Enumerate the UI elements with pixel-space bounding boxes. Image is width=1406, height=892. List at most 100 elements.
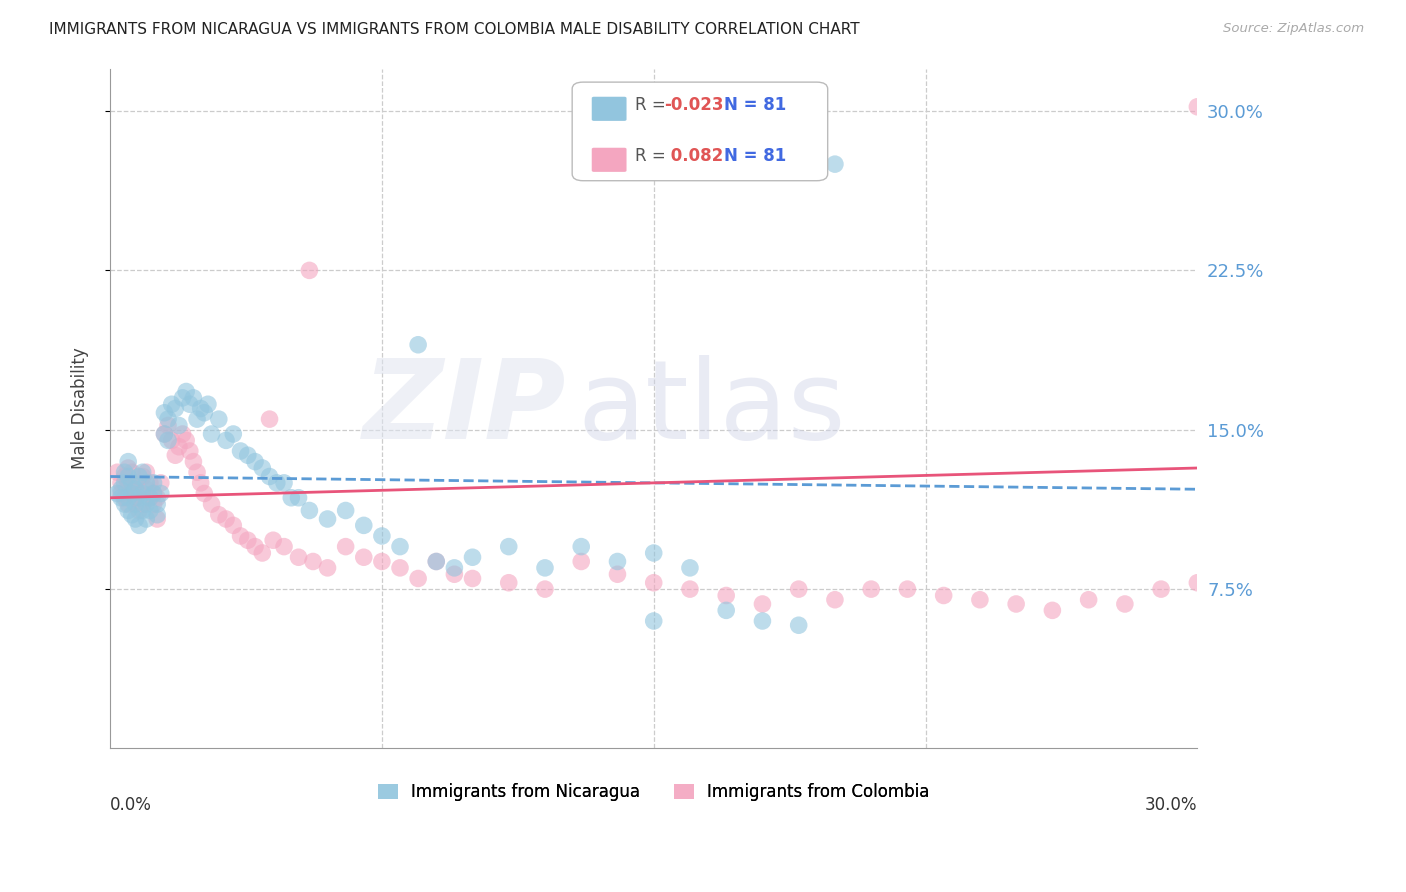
Point bbox=[121, 475, 143, 490]
Point bbox=[425, 554, 447, 568]
Point bbox=[165, 448, 187, 462]
Point bbox=[193, 486, 215, 500]
Point bbox=[262, 533, 284, 548]
Point bbox=[280, 491, 302, 505]
Point bbox=[105, 465, 128, 479]
Point bbox=[353, 550, 375, 565]
Point bbox=[302, 554, 325, 568]
Point bbox=[266, 475, 288, 490]
Point bbox=[174, 434, 197, 448]
Point bbox=[131, 486, 153, 500]
Point bbox=[371, 554, 394, 568]
Point bbox=[534, 561, 557, 575]
Point bbox=[167, 440, 190, 454]
Text: ZIP: ZIP bbox=[363, 355, 567, 462]
Point bbox=[1187, 100, 1209, 114]
Point bbox=[406, 337, 429, 351]
Point bbox=[149, 486, 172, 500]
Point bbox=[252, 546, 274, 560]
Point bbox=[222, 427, 245, 442]
Point bbox=[128, 486, 150, 500]
Text: IMMIGRANTS FROM NICARAGUA VS IMMIGRANTS FROM COLOMBIA MALE DISABILITY CORRELATIO: IMMIGRANTS FROM NICARAGUA VS IMMIGRANTS … bbox=[49, 22, 860, 37]
Point bbox=[193, 406, 215, 420]
Point bbox=[243, 540, 266, 554]
Point bbox=[716, 589, 738, 603]
Point bbox=[236, 533, 259, 548]
Point bbox=[298, 503, 321, 517]
Point bbox=[1114, 597, 1136, 611]
Point bbox=[110, 482, 132, 496]
Point bbox=[139, 491, 162, 505]
Point bbox=[335, 503, 357, 517]
Point bbox=[643, 575, 665, 590]
Point bbox=[259, 412, 281, 426]
Point bbox=[146, 491, 169, 505]
Point bbox=[114, 497, 136, 511]
Point bbox=[121, 508, 143, 522]
Point bbox=[142, 475, 165, 490]
Point bbox=[131, 503, 153, 517]
Point bbox=[157, 418, 180, 433]
Point bbox=[183, 455, 205, 469]
Point bbox=[183, 391, 205, 405]
Point bbox=[200, 427, 222, 442]
Point bbox=[114, 475, 136, 490]
Point bbox=[121, 482, 143, 496]
Point bbox=[142, 486, 165, 500]
Point bbox=[146, 512, 169, 526]
Point bbox=[139, 475, 162, 490]
Point bbox=[131, 465, 153, 479]
Point bbox=[149, 475, 172, 490]
Point bbox=[110, 491, 132, 505]
Point bbox=[371, 529, 394, 543]
Point bbox=[128, 503, 150, 517]
Text: N = 81: N = 81 bbox=[724, 95, 786, 113]
Point bbox=[787, 582, 810, 596]
Point bbox=[135, 497, 157, 511]
Point bbox=[157, 434, 180, 448]
Point bbox=[179, 397, 201, 411]
Point bbox=[716, 603, 738, 617]
Point bbox=[229, 444, 252, 458]
Point bbox=[215, 434, 238, 448]
Point bbox=[146, 508, 169, 522]
Point bbox=[117, 469, 139, 483]
Point bbox=[124, 512, 146, 526]
Point bbox=[534, 582, 557, 596]
Point bbox=[443, 561, 465, 575]
Point bbox=[190, 401, 212, 416]
Text: R =: R = bbox=[636, 146, 671, 164]
Text: R =: R = bbox=[636, 95, 671, 113]
Point bbox=[110, 486, 132, 500]
Point bbox=[186, 412, 208, 426]
Point bbox=[222, 518, 245, 533]
Point bbox=[114, 465, 136, 479]
Text: Source: ZipAtlas.com: Source: ZipAtlas.com bbox=[1223, 22, 1364, 36]
Point bbox=[425, 554, 447, 568]
Point bbox=[896, 582, 918, 596]
FancyBboxPatch shape bbox=[572, 82, 828, 181]
Point bbox=[208, 508, 231, 522]
Point bbox=[114, 491, 136, 505]
Point bbox=[860, 582, 883, 596]
FancyBboxPatch shape bbox=[592, 96, 627, 121]
Point bbox=[1005, 597, 1028, 611]
Point bbox=[146, 497, 169, 511]
Point bbox=[117, 491, 139, 505]
Point bbox=[751, 614, 773, 628]
Point bbox=[172, 427, 194, 442]
Point bbox=[236, 448, 259, 462]
Text: N = 81: N = 81 bbox=[724, 146, 786, 164]
Point bbox=[215, 512, 238, 526]
Text: 0.0%: 0.0% bbox=[110, 796, 152, 814]
Point bbox=[197, 397, 219, 411]
Point bbox=[461, 572, 484, 586]
Point bbox=[751, 597, 773, 611]
Point bbox=[679, 561, 702, 575]
Point bbox=[824, 157, 846, 171]
Point bbox=[569, 540, 592, 554]
Point bbox=[139, 491, 162, 505]
Point bbox=[135, 512, 157, 526]
Point bbox=[121, 486, 143, 500]
Point bbox=[316, 512, 339, 526]
